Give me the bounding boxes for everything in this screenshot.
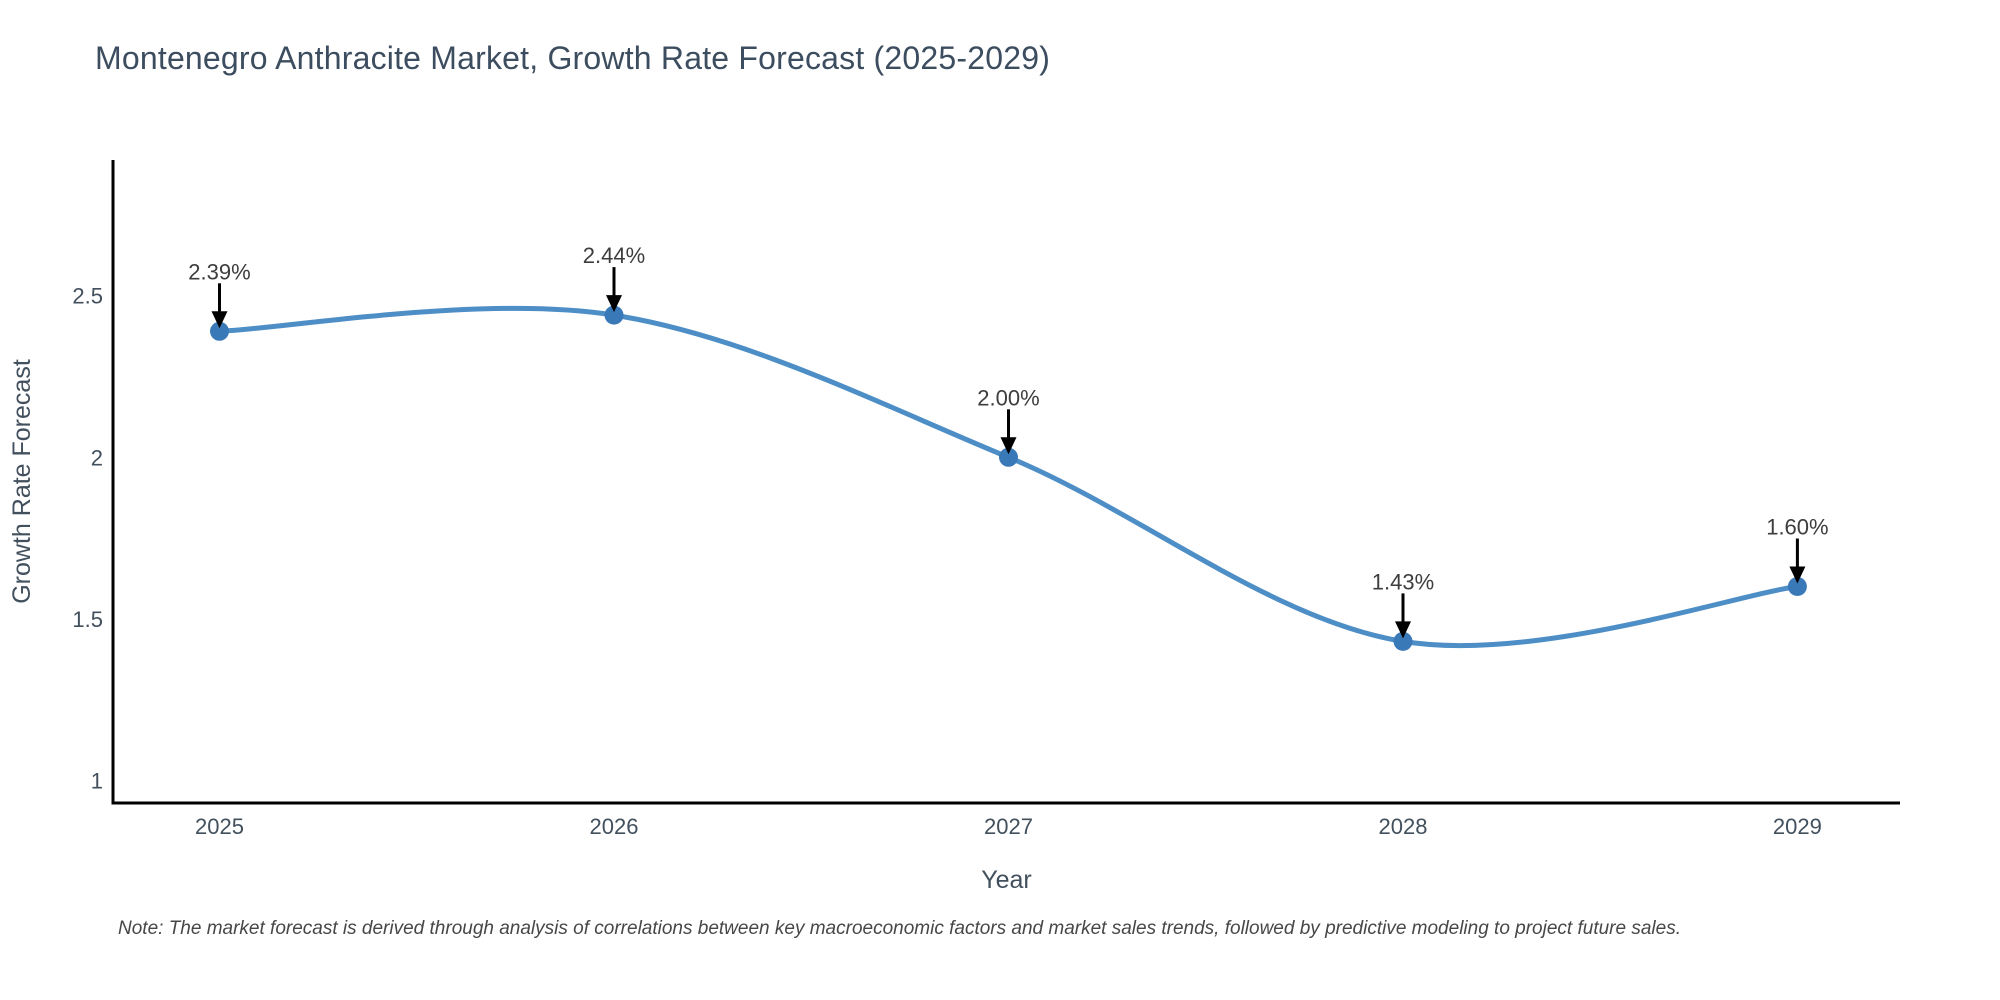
- x-tick-label: 2026: [590, 814, 639, 839]
- data-point-marker: [1787, 577, 1807, 596]
- annotation-arrowhead: [211, 311, 228, 329]
- annotation-arrowhead: [1000, 437, 1017, 455]
- data-point-label: 2.39%: [188, 259, 250, 284]
- y-axis-title: Growth Rate Forecast: [8, 359, 36, 604]
- data-point-marker: [999, 447, 1018, 467]
- x-tick-label: 2028: [1379, 814, 1428, 839]
- data-point-marker: [604, 305, 624, 325]
- x-tick-label: 2025: [195, 814, 244, 839]
- annotation-arrowhead: [1395, 621, 1411, 639]
- footnote: Note: The market forecast is derived thr…: [118, 918, 1681, 939]
- forecast-line: [217, 305, 1800, 649]
- data-point-label: 1.43%: [1372, 569, 1434, 594]
- annotation-arrowhead: [1789, 566, 1806, 584]
- data-point-marker: [210, 321, 229, 341]
- chart-title: Montenegro Anthracite Market, Growth Rat…: [95, 40, 1051, 76]
- data-point-marker: [1393, 631, 1413, 651]
- axis-lines: [111, 160, 1900, 805]
- y-tick-label: 2.5: [72, 284, 103, 309]
- data-point-label: 1.60%: [1766, 515, 1828, 540]
- x-axis-title: Year: [981, 866, 1032, 894]
- y-tick-label: 2: [91, 445, 103, 470]
- y-tick-label: 1.5: [72, 607, 103, 632]
- x-tick-label: 2027: [984, 814, 1033, 839]
- x-tick-label: 2029: [1773, 814, 1822, 839]
- annotation-arrowhead: [606, 295, 622, 313]
- y-tick-label: 1: [91, 768, 103, 793]
- data-point-label: 2.44%: [583, 243, 645, 268]
- data-point-label: 2.00%: [977, 385, 1039, 410]
